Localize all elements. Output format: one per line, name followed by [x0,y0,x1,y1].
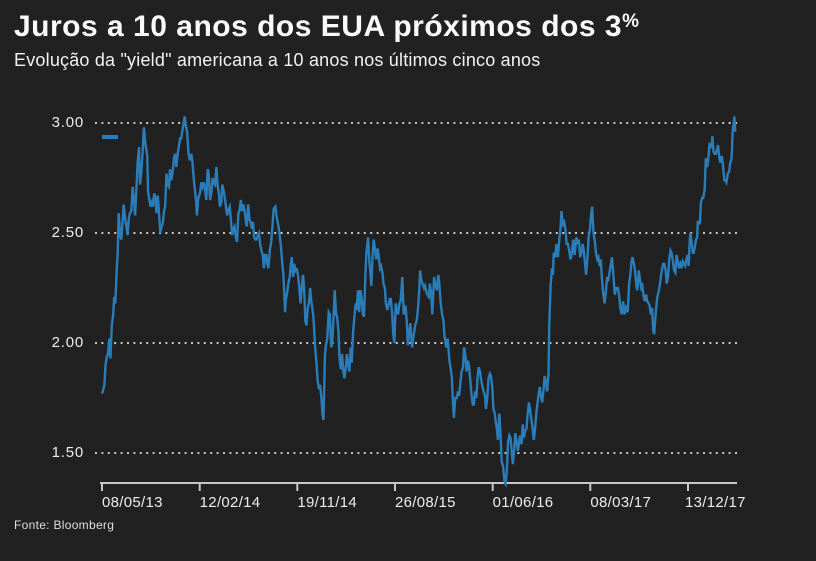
yield-line [100,116,737,489]
x-tick-label: 26/08/15 [395,494,456,511]
x-tick-label: 12/02/14 [199,494,261,511]
x-tick-label: 19/11/14 [297,494,358,511]
source-text: Fonte: Bloomberg [14,518,115,532]
x-tick-label: 08/03/17 [590,494,652,511]
y-tick-label: 2.50 [51,224,84,241]
chart-title: Juros a 10 anos dos EUA próximos dos 3% [14,10,639,44]
y-tick-label: 2.00 [51,334,84,351]
percent-sign: % [622,11,639,32]
y-tick-label: 3.00 [51,114,84,131]
series-marker [102,135,118,139]
x-tick-label: 08/05/13 [102,494,163,511]
chart-subtitle: Evolução da "yield" americana a 10 anos … [14,50,541,70]
chart-title-text: Juros a 10 anos dos EUA próximos dos 3 [14,10,623,43]
x-tick-label: 01/06/16 [492,494,554,511]
x-tick-label: 13/12/17 [685,494,746,511]
y-tick-label: 1.50 [51,444,84,461]
